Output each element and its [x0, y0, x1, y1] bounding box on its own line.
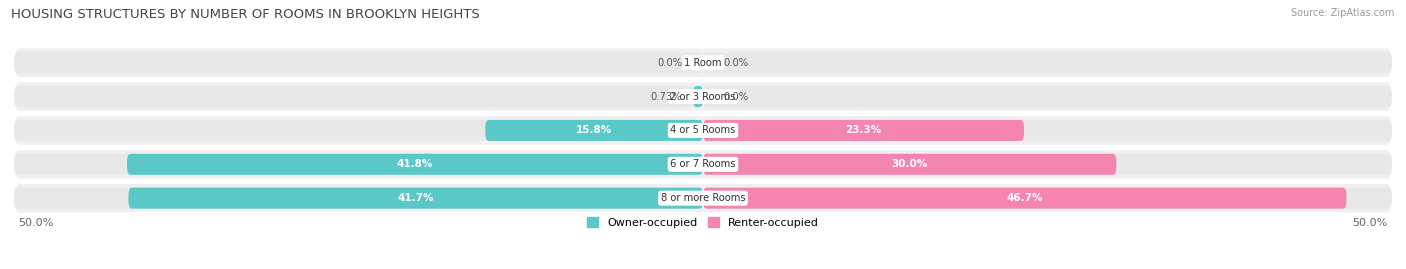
- FancyBboxPatch shape: [14, 86, 703, 107]
- Text: 30.0%: 30.0%: [891, 159, 928, 169]
- Text: 4 or 5 Rooms: 4 or 5 Rooms: [671, 125, 735, 135]
- Text: 8 or more Rooms: 8 or more Rooms: [661, 193, 745, 203]
- FancyBboxPatch shape: [14, 47, 1392, 78]
- Text: 41.8%: 41.8%: [396, 159, 433, 169]
- Text: Source: ZipAtlas.com: Source: ZipAtlas.com: [1291, 8, 1395, 18]
- Text: 0.0%: 0.0%: [724, 58, 749, 68]
- FancyBboxPatch shape: [14, 188, 703, 209]
- Text: 50.0%: 50.0%: [1353, 218, 1388, 228]
- FancyBboxPatch shape: [485, 120, 703, 141]
- FancyBboxPatch shape: [703, 120, 1392, 141]
- FancyBboxPatch shape: [127, 154, 703, 175]
- Text: 23.3%: 23.3%: [845, 125, 882, 135]
- FancyBboxPatch shape: [14, 154, 703, 175]
- FancyBboxPatch shape: [14, 81, 1392, 112]
- Text: 6 or 7 Rooms: 6 or 7 Rooms: [671, 159, 735, 169]
- Legend: Owner-occupied, Renter-occupied: Owner-occupied, Renter-occupied: [582, 213, 824, 232]
- FancyBboxPatch shape: [14, 149, 1392, 179]
- FancyBboxPatch shape: [128, 188, 703, 209]
- Text: 0.0%: 0.0%: [724, 91, 749, 101]
- Text: 15.8%: 15.8%: [576, 125, 612, 135]
- FancyBboxPatch shape: [703, 188, 1392, 209]
- Text: 46.7%: 46.7%: [1007, 193, 1043, 203]
- FancyBboxPatch shape: [703, 154, 1392, 175]
- Text: 2 or 3 Rooms: 2 or 3 Rooms: [671, 91, 735, 101]
- FancyBboxPatch shape: [703, 154, 1116, 175]
- FancyBboxPatch shape: [14, 183, 1392, 213]
- Text: 0.73%: 0.73%: [651, 91, 682, 101]
- FancyBboxPatch shape: [14, 120, 703, 141]
- Text: 41.7%: 41.7%: [398, 193, 434, 203]
- FancyBboxPatch shape: [14, 52, 703, 73]
- FancyBboxPatch shape: [703, 120, 1024, 141]
- Text: 50.0%: 50.0%: [18, 218, 53, 228]
- Text: 1 Room: 1 Room: [685, 58, 721, 68]
- Text: 0.0%: 0.0%: [657, 58, 682, 68]
- FancyBboxPatch shape: [703, 188, 1347, 209]
- FancyBboxPatch shape: [703, 52, 1392, 73]
- Text: HOUSING STRUCTURES BY NUMBER OF ROOMS IN BROOKLYN HEIGHTS: HOUSING STRUCTURES BY NUMBER OF ROOMS IN…: [11, 8, 479, 21]
- FancyBboxPatch shape: [693, 86, 703, 107]
- FancyBboxPatch shape: [14, 115, 1392, 146]
- FancyBboxPatch shape: [703, 86, 1392, 107]
